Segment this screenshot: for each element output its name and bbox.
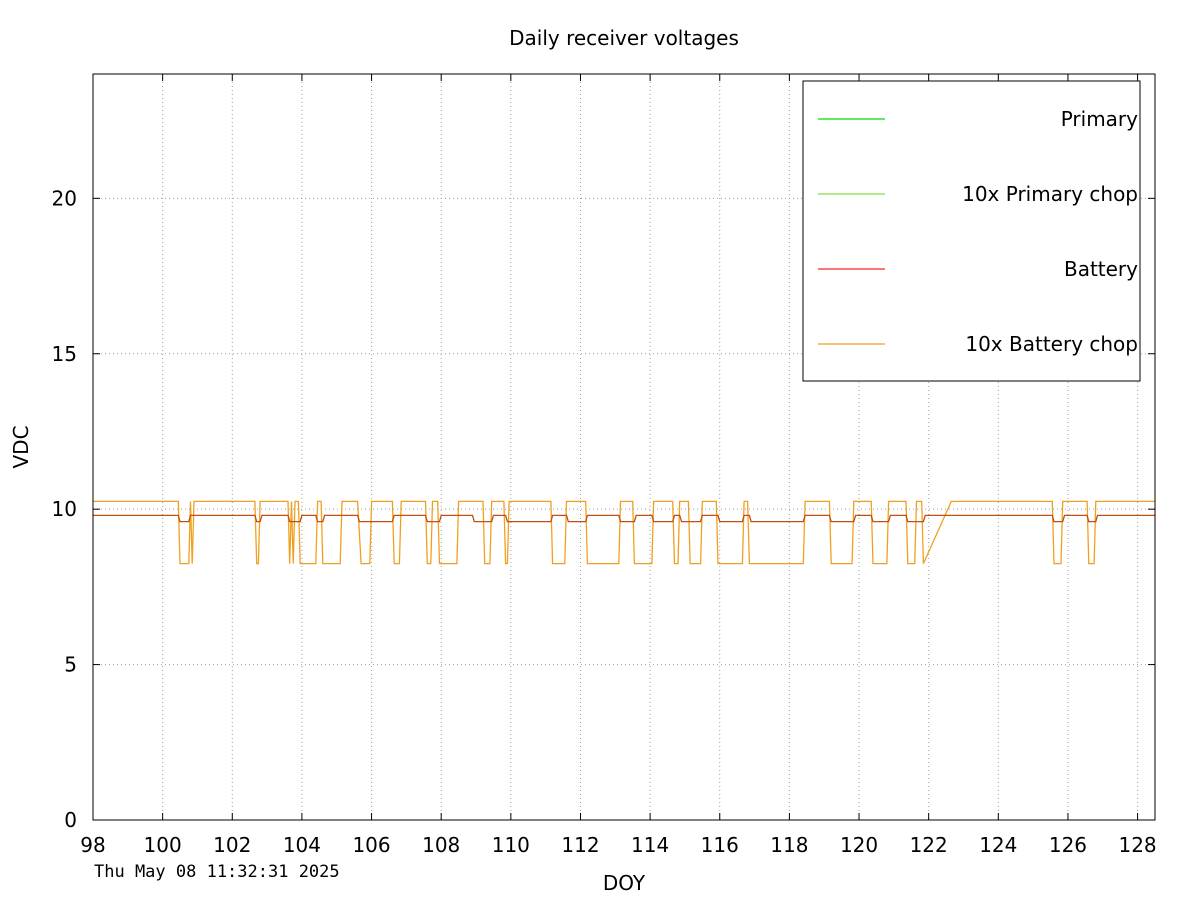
legend: Primary 10x Primary chop Battery 10x Batter… xyxy=(802,80,1141,382)
x-tick-label: 128 xyxy=(1118,833,1156,857)
y-axis-label: VDC xyxy=(9,425,33,468)
timestamp: Thu May 08 11:32:31 2025 xyxy=(94,862,340,882)
legend-box xyxy=(802,80,1141,382)
plot-frame xyxy=(92,73,1156,821)
x-tick-label: 114 xyxy=(631,833,669,857)
x-tick-label: 104 xyxy=(283,833,321,857)
x-tick-label: 124 xyxy=(979,833,1017,857)
ticks: 98 100 102 104 106 108 110 112 114 116 118 120 122 12… xyxy=(52,74,1157,857)
legend-label: 10x Primary chop xyxy=(962,182,1138,206)
y-tick-label: 15 xyxy=(52,342,77,366)
x-tick-label: 122 xyxy=(910,833,948,857)
legend-label: Battery xyxy=(1064,257,1138,281)
x-tick-label: 106 xyxy=(352,833,390,857)
x-tick-label: 98 xyxy=(80,833,105,857)
y-tick-label: 20 xyxy=(52,186,77,210)
y-tick-label: 10 xyxy=(52,497,77,521)
y-tick-label: 5 xyxy=(64,653,77,677)
legend-label: Primary xyxy=(1061,107,1138,131)
x-tick-label: 112 xyxy=(561,833,599,857)
x-tick-label: 118 xyxy=(770,833,808,857)
x-axis-label: DOY xyxy=(603,871,646,895)
x-tick-label: 102 xyxy=(213,833,251,857)
series-layer xyxy=(93,500,1155,565)
x-tick-label: 110 xyxy=(492,833,530,857)
chart-title: Daily receiver voltages xyxy=(509,26,739,50)
x-tick-label: 126 xyxy=(1049,833,1087,857)
x-tick-label: 116 xyxy=(701,833,739,857)
series-line-0 xyxy=(93,500,1155,565)
series-line-1 xyxy=(93,514,1155,523)
x-tick-label: 120 xyxy=(840,833,878,857)
x-tick-label: 108 xyxy=(422,833,460,857)
x-tick-label: 100 xyxy=(144,833,182,857)
legend-label: 10x Battery chop xyxy=(965,332,1138,356)
y-tick-label: 0 xyxy=(64,808,77,832)
